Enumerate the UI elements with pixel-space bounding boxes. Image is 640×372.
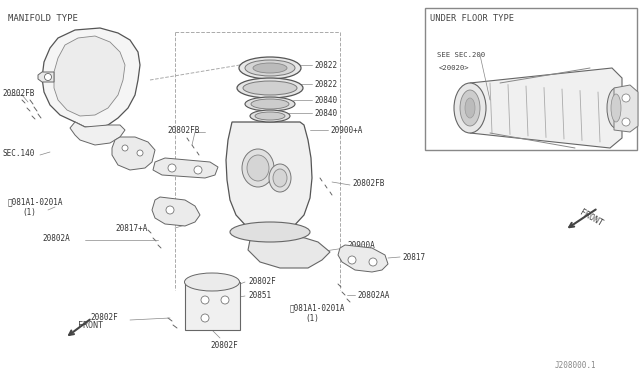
Ellipse shape (239, 57, 301, 79)
Polygon shape (54, 36, 125, 116)
Text: (1): (1) (22, 208, 36, 217)
Circle shape (168, 164, 176, 172)
Circle shape (201, 314, 209, 322)
Bar (425, 8, 637, 150)
Text: <20020>: <20020> (439, 65, 470, 71)
Polygon shape (226, 122, 312, 234)
Text: 20802A: 20802A (42, 234, 70, 243)
Ellipse shape (245, 97, 295, 111)
Polygon shape (152, 197, 200, 226)
Circle shape (166, 206, 174, 214)
Text: SEC.140: SEC.140 (2, 148, 35, 157)
Ellipse shape (250, 110, 290, 122)
Text: 20802F: 20802F (90, 314, 118, 323)
Text: J208000.1: J208000.1 (555, 360, 596, 369)
Text: SEE SEC.200: SEE SEC.200 (437, 52, 485, 58)
Text: 20802FB: 20802FB (352, 179, 385, 187)
Text: 20817: 20817 (402, 253, 425, 262)
Text: 20822: 20822 (314, 80, 337, 89)
Circle shape (122, 145, 128, 151)
Text: 20840: 20840 (314, 109, 337, 118)
Ellipse shape (611, 94, 621, 122)
Text: Ⓒ081A1-0201A: Ⓒ081A1-0201A (8, 198, 63, 206)
Ellipse shape (247, 155, 269, 181)
Polygon shape (153, 158, 218, 178)
Text: 20802FB: 20802FB (2, 89, 35, 97)
Text: MANIFOLD TYPE: MANIFOLD TYPE (8, 13, 78, 22)
Ellipse shape (230, 222, 310, 242)
Ellipse shape (242, 149, 274, 187)
Polygon shape (185, 282, 240, 330)
Text: 20900+A: 20900+A (330, 125, 362, 135)
Text: 20802FB: 20802FB (167, 125, 200, 135)
Polygon shape (338, 245, 388, 272)
Text: 20802AA: 20802AA (357, 291, 389, 299)
Ellipse shape (465, 98, 475, 118)
Circle shape (221, 296, 229, 304)
Circle shape (369, 258, 377, 266)
Polygon shape (38, 72, 54, 82)
Ellipse shape (269, 164, 291, 192)
Circle shape (348, 256, 356, 264)
Circle shape (622, 94, 630, 102)
Ellipse shape (273, 169, 287, 187)
Polygon shape (70, 122, 125, 145)
Circle shape (194, 166, 202, 174)
Ellipse shape (237, 78, 303, 98)
Ellipse shape (243, 81, 297, 95)
Polygon shape (112, 137, 155, 170)
Text: FRONT: FRONT (78, 321, 103, 330)
Text: 20900A: 20900A (347, 241, 375, 250)
Circle shape (201, 296, 209, 304)
Ellipse shape (253, 63, 287, 73)
Ellipse shape (607, 88, 625, 128)
Text: 20840: 20840 (314, 96, 337, 105)
Polygon shape (614, 85, 638, 132)
Text: 20817+A: 20817+A (115, 224, 147, 232)
Circle shape (622, 118, 630, 126)
Text: 20851: 20851 (248, 292, 271, 301)
Ellipse shape (251, 99, 289, 109)
Ellipse shape (460, 90, 480, 126)
Polygon shape (470, 68, 622, 148)
Text: UNDER FLOOR TYPE: UNDER FLOOR TYPE (430, 13, 514, 22)
Text: 20822: 20822 (314, 61, 337, 70)
Ellipse shape (255, 112, 285, 120)
Text: 20802F: 20802F (248, 278, 276, 286)
Circle shape (137, 150, 143, 156)
Text: (1): (1) (305, 314, 319, 323)
Ellipse shape (245, 60, 295, 76)
Ellipse shape (454, 83, 486, 133)
Polygon shape (42, 28, 140, 128)
Text: FRONT: FRONT (578, 208, 604, 228)
Text: 20802F: 20802F (210, 340, 237, 350)
Polygon shape (248, 232, 330, 268)
Ellipse shape (184, 273, 239, 291)
Circle shape (45, 74, 51, 80)
Text: Ⓒ081A1-0201A: Ⓒ081A1-0201A (290, 304, 346, 312)
